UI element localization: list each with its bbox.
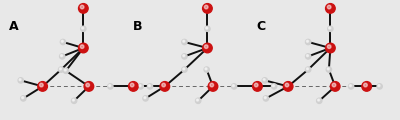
Ellipse shape: [205, 26, 210, 31]
Ellipse shape: [72, 99, 74, 101]
Text: A: A: [9, 20, 19, 33]
Ellipse shape: [210, 83, 214, 87]
Ellipse shape: [254, 83, 258, 87]
Ellipse shape: [208, 82, 218, 91]
Ellipse shape: [326, 67, 332, 72]
Ellipse shape: [80, 45, 84, 48]
Ellipse shape: [306, 54, 311, 59]
Ellipse shape: [84, 82, 94, 91]
Ellipse shape: [78, 4, 88, 13]
Ellipse shape: [272, 85, 274, 87]
Ellipse shape: [139, 85, 141, 87]
Ellipse shape: [78, 43, 88, 53]
Ellipse shape: [362, 82, 372, 91]
Ellipse shape: [38, 82, 47, 91]
Ellipse shape: [64, 69, 66, 71]
Ellipse shape: [306, 55, 308, 57]
Ellipse shape: [22, 97, 24, 99]
Ellipse shape: [264, 97, 266, 99]
Ellipse shape: [364, 83, 367, 87]
Ellipse shape: [60, 54, 65, 59]
Ellipse shape: [306, 67, 311, 72]
Ellipse shape: [109, 85, 111, 87]
Ellipse shape: [108, 84, 113, 89]
Ellipse shape: [204, 67, 209, 72]
Ellipse shape: [283, 82, 293, 91]
Text: C: C: [256, 20, 266, 33]
Ellipse shape: [326, 4, 335, 13]
Ellipse shape: [272, 84, 277, 89]
Ellipse shape: [377, 84, 382, 89]
Ellipse shape: [206, 27, 208, 29]
Ellipse shape: [232, 85, 234, 87]
Ellipse shape: [203, 4, 212, 13]
Ellipse shape: [263, 96, 268, 101]
Ellipse shape: [80, 5, 84, 9]
Ellipse shape: [147, 84, 153, 89]
Ellipse shape: [332, 83, 336, 87]
Ellipse shape: [144, 97, 146, 99]
Ellipse shape: [378, 85, 380, 87]
Ellipse shape: [329, 27, 331, 29]
Ellipse shape: [327, 45, 331, 48]
Ellipse shape: [203, 43, 212, 53]
Ellipse shape: [63, 68, 68, 73]
Ellipse shape: [182, 67, 187, 72]
Ellipse shape: [58, 67, 64, 72]
Ellipse shape: [262, 78, 268, 83]
Ellipse shape: [60, 55, 62, 57]
Ellipse shape: [196, 99, 198, 101]
Ellipse shape: [182, 54, 187, 59]
Ellipse shape: [328, 26, 333, 31]
Ellipse shape: [306, 68, 308, 70]
Ellipse shape: [253, 82, 262, 91]
Ellipse shape: [60, 39, 66, 45]
Ellipse shape: [317, 98, 322, 103]
Ellipse shape: [162, 83, 166, 87]
Ellipse shape: [61, 40, 63, 42]
Text: B: B: [132, 20, 142, 33]
Ellipse shape: [143, 96, 148, 101]
Ellipse shape: [81, 26, 86, 31]
Ellipse shape: [348, 84, 354, 89]
Ellipse shape: [183, 68, 185, 70]
Ellipse shape: [183, 40, 185, 42]
Ellipse shape: [130, 83, 134, 87]
Ellipse shape: [306, 40, 308, 42]
Ellipse shape: [60, 68, 62, 70]
Ellipse shape: [350, 85, 352, 87]
Ellipse shape: [327, 68, 329, 70]
Ellipse shape: [148, 85, 150, 87]
Ellipse shape: [285, 83, 289, 87]
Ellipse shape: [21, 96, 26, 101]
Ellipse shape: [327, 5, 331, 9]
Ellipse shape: [19, 79, 21, 81]
Ellipse shape: [205, 68, 207, 70]
Ellipse shape: [72, 98, 77, 103]
Ellipse shape: [18, 78, 23, 83]
Ellipse shape: [138, 84, 143, 89]
Ellipse shape: [183, 55, 185, 57]
Ellipse shape: [263, 79, 265, 81]
Ellipse shape: [86, 83, 90, 87]
Ellipse shape: [196, 98, 201, 103]
Ellipse shape: [204, 45, 208, 48]
Ellipse shape: [160, 82, 170, 91]
Ellipse shape: [326, 43, 335, 53]
Ellipse shape: [204, 5, 208, 9]
Ellipse shape: [306, 39, 311, 45]
Ellipse shape: [330, 82, 340, 91]
Ellipse shape: [318, 99, 320, 101]
Ellipse shape: [128, 82, 138, 91]
Ellipse shape: [182, 39, 187, 45]
Ellipse shape: [232, 84, 237, 89]
Ellipse shape: [40, 83, 43, 87]
Ellipse shape: [82, 27, 84, 29]
